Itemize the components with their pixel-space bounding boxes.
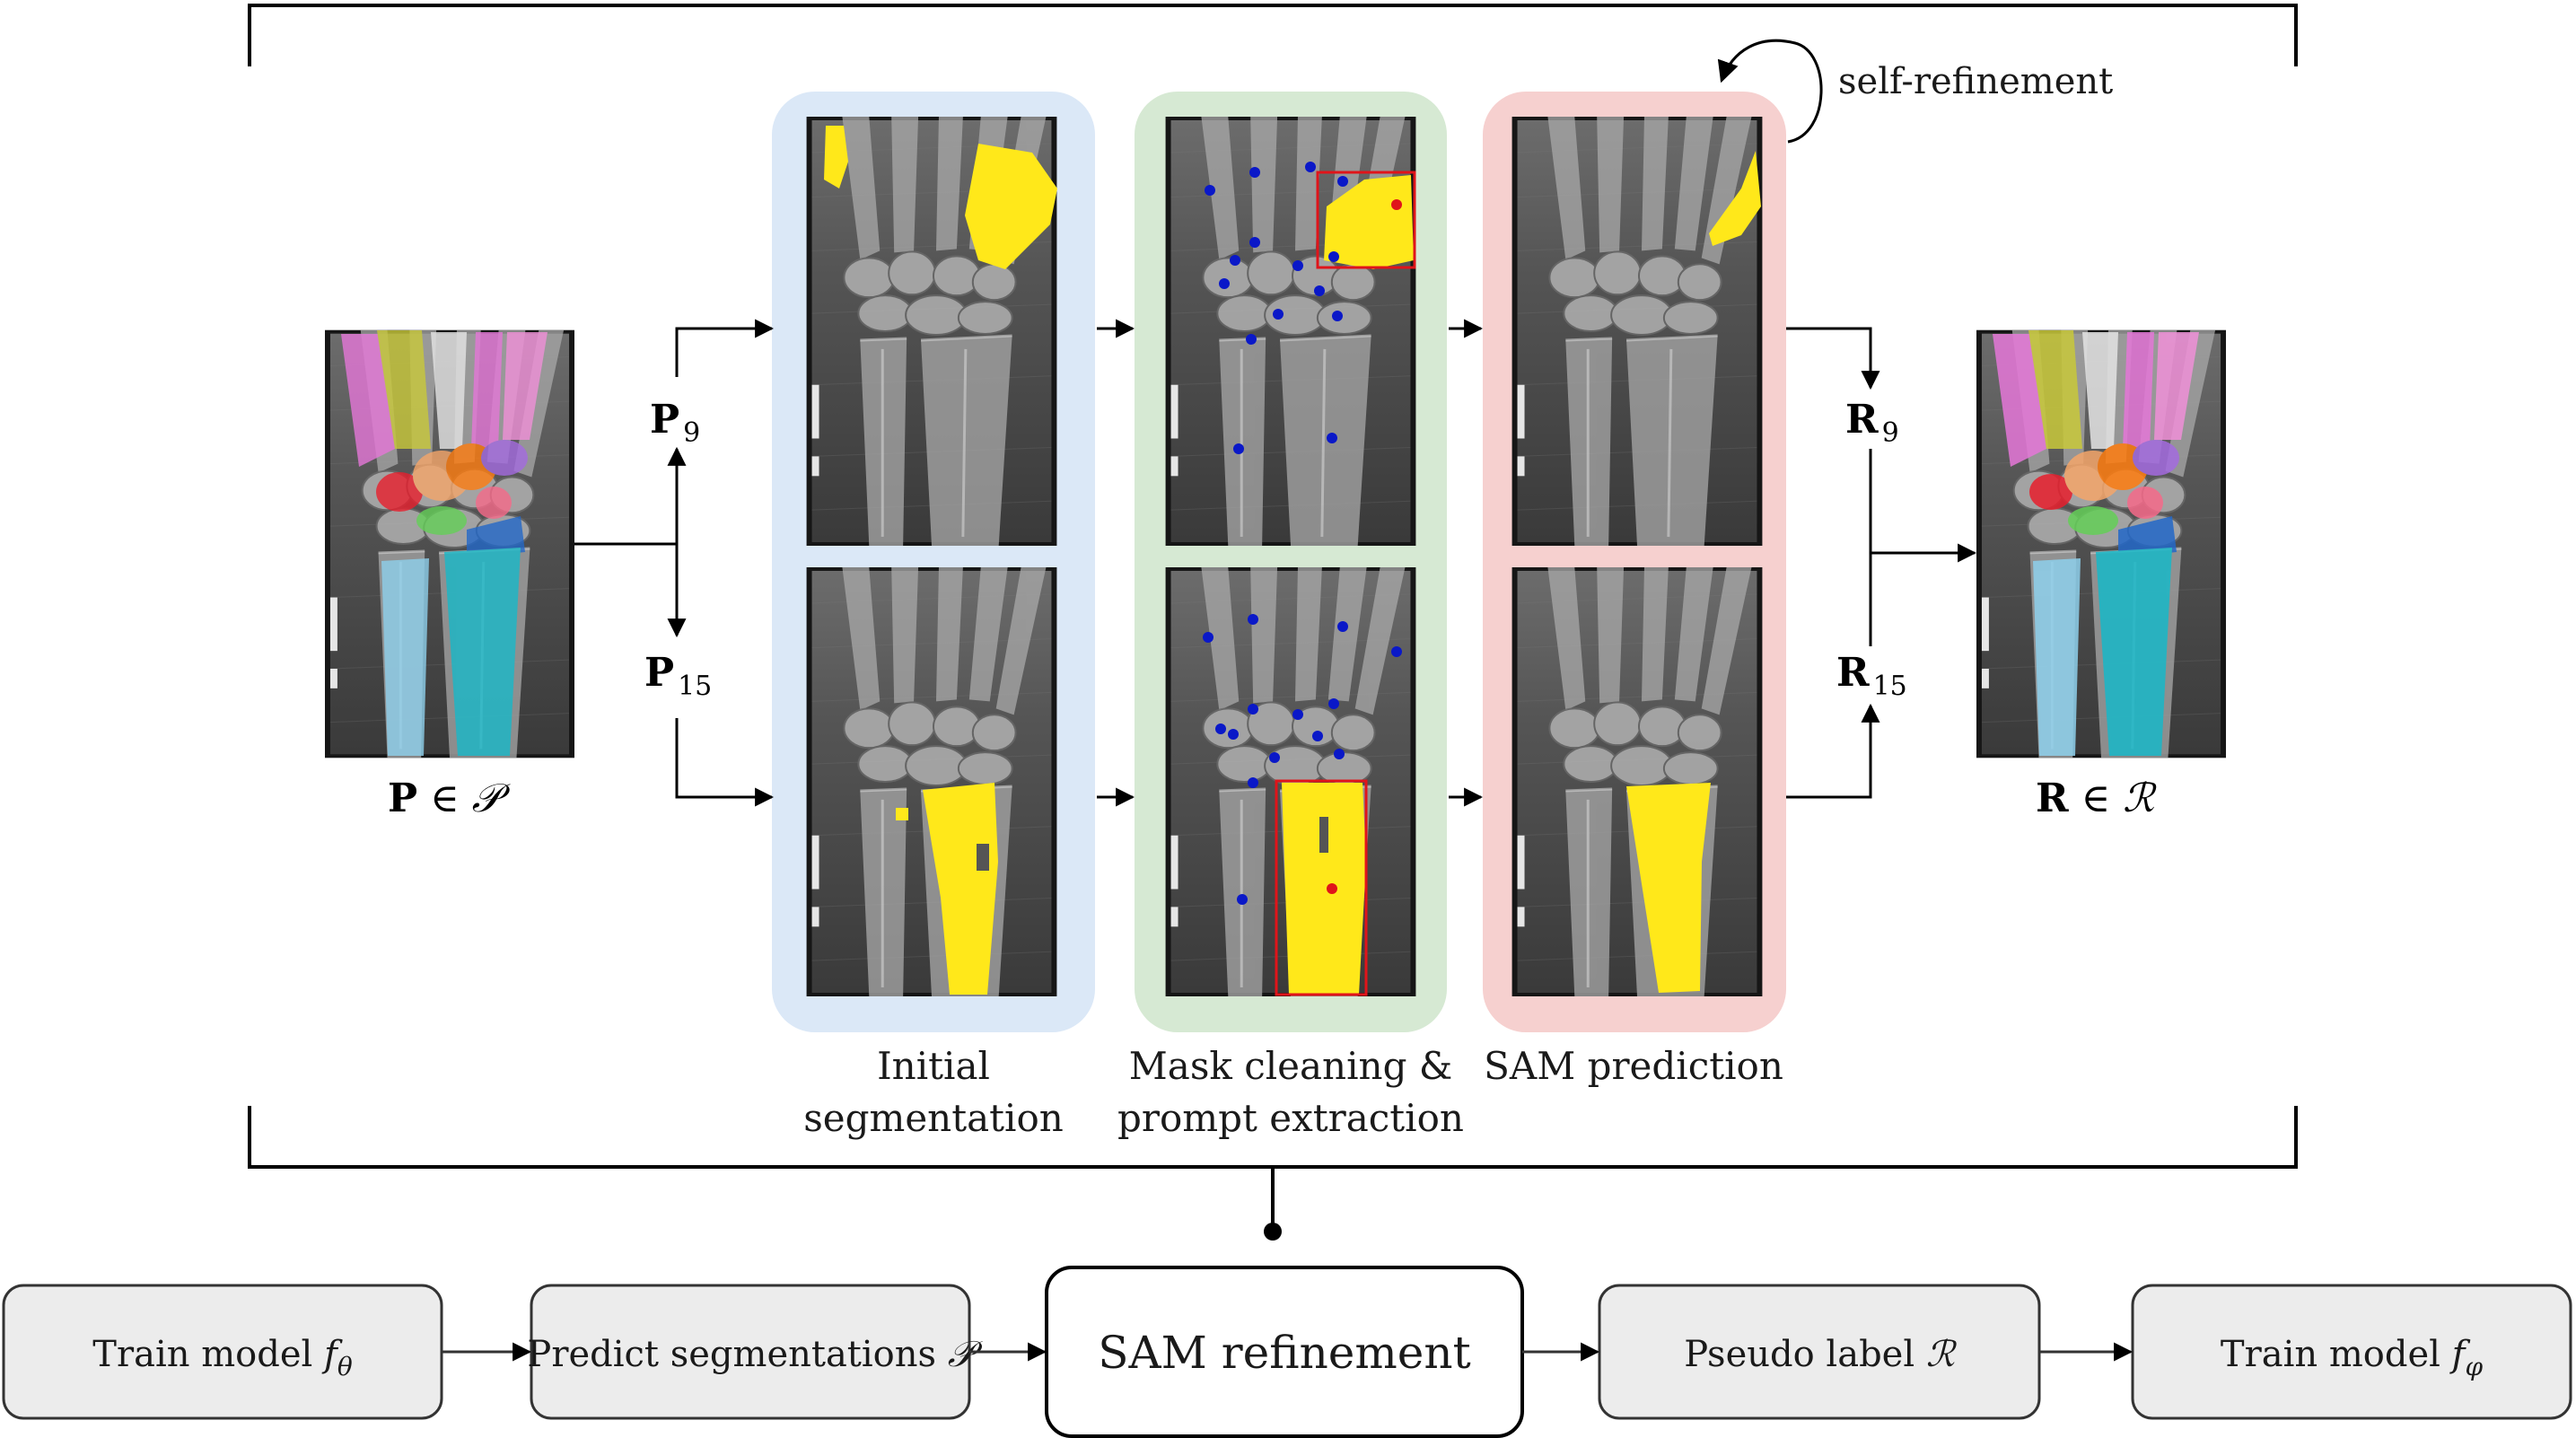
- pipeline: Train model fθ Predict segmentations 𝒫 S…: [2, 1266, 2572, 1438]
- P15-label: P 15: [644, 650, 712, 702]
- output-R-label: R ∈ ℛ: [2036, 776, 2157, 821]
- stage-arrows: [1097, 319, 1484, 807]
- caption-initial-2: segmentation: [803, 1096, 1064, 1140]
- sam-bottom: [1511, 567, 1763, 996]
- caption-cleaning-1: Mask cleaning &: [1129, 1044, 1452, 1088]
- input-prediction-image: [325, 329, 574, 759]
- cleaning-top: [1165, 117, 1416, 546]
- input-split-arrows: [574, 319, 775, 807]
- pipeline-sam-refinement-label: SAM refinement: [1098, 1327, 1470, 1379]
- caption-cleaning-2: prompt extraction: [1117, 1096, 1464, 1140]
- self-refinement-label: self-refinement: [1838, 61, 2113, 102]
- output-merge-arrows: [1786, 327, 1977, 799]
- pipeline-train-phi-label: Train model fφ: [2221, 1334, 2484, 1381]
- top-bracket: [248, 4, 2298, 66]
- pipeline-train-theta-label: Train model fθ: [92, 1334, 353, 1381]
- R15-label: R 15: [1836, 650, 1907, 702]
- pipeline-predict-label: Predict segmentations 𝒫: [527, 1334, 983, 1375]
- initial-seg-bottom: [805, 567, 1058, 996]
- cleaning-bottom: [1165, 567, 1416, 996]
- bracket-dot: [1264, 1223, 1282, 1241]
- sam-top: [1511, 117, 1763, 546]
- caption-sam: SAM prediction: [1484, 1044, 1783, 1088]
- caption-initial-1: Initial: [877, 1044, 990, 1088]
- output-refined-image: [1976, 329, 2226, 759]
- initial-seg-top: [805, 117, 1058, 546]
- pipeline-pseudo-label-text: Pseudo label ℛ: [1684, 1334, 1958, 1375]
- input-P-label: P ∈ 𝒫: [388, 776, 511, 821]
- self-refinement-loop: [1717, 39, 1823, 144]
